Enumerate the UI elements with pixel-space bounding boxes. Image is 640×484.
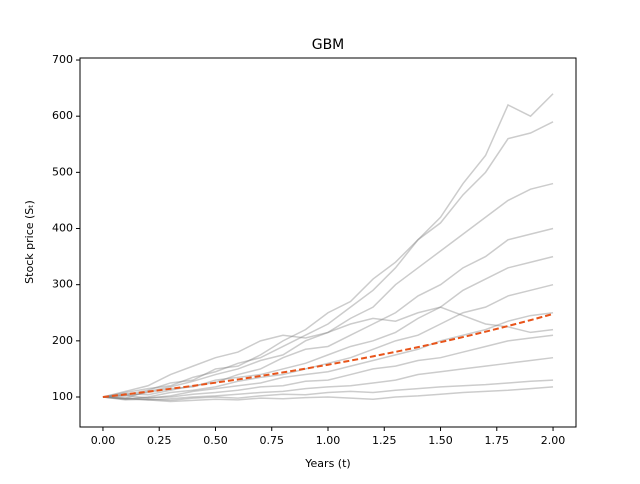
sample-path: [102, 121, 554, 398]
sample-path: [102, 283, 554, 400]
x-axis-label: Years (t): [304, 457, 350, 470]
y-tick-label: 300: [52, 278, 73, 291]
x-tick-label: 2.00: [541, 434, 566, 447]
y-tick-label: 200: [52, 334, 73, 347]
x-tick-label: 1.25: [372, 434, 397, 447]
chart-title: GBM: [312, 37, 345, 53]
x-tick-label: 0.50: [203, 434, 228, 447]
sample-path: [102, 306, 554, 398]
y-tick-label: 500: [52, 165, 73, 178]
sample-path: [102, 93, 554, 398]
x-tick-label: 0.00: [91, 434, 116, 447]
sample-path: [102, 334, 554, 401]
y-tick-label: 400: [52, 222, 73, 235]
sample-path: [102, 255, 554, 398]
mean-line: [102, 312, 554, 399]
x-tick-label: 0.75: [259, 434, 284, 447]
x-tick-label: 1.75: [485, 434, 510, 447]
x-tick-label: 0.25: [147, 434, 172, 447]
y-tick-label: 100: [52, 390, 73, 403]
x-tick-label: 1.00: [316, 434, 341, 447]
y-axis-label: Stock price (Sₜ): [23, 200, 36, 284]
sample-path: [102, 386, 554, 403]
y-tick-label: 600: [52, 109, 73, 122]
x-tick-label: 1.50: [428, 434, 453, 447]
sample-path: [102, 356, 554, 401]
sample-path: [102, 312, 554, 399]
sample-path: [102, 379, 554, 402]
y-tick-label: 700: [52, 53, 73, 66]
sample-path: [102, 182, 554, 399]
